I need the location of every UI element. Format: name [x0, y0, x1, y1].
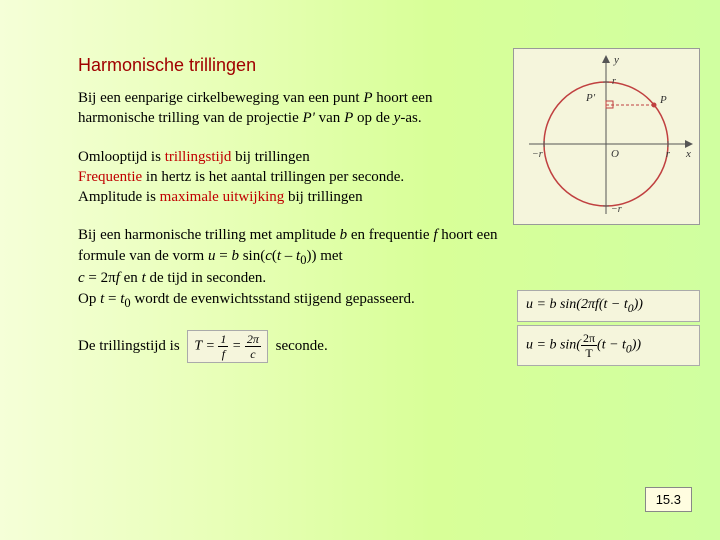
text: bij trillingen	[231, 149, 309, 165]
formula-box-2: u = b sin(2πT(t − t0))	[517, 325, 700, 366]
text: =	[533, 297, 549, 312]
text: wordt de evenwichtsstand stijgend gepass…	[131, 291, 415, 307]
tick-neg-r-left: −r	[532, 149, 543, 160]
P-prime-label: P'	[585, 92, 596, 104]
tick-neg-r-bottom: −r	[611, 204, 622, 215]
text: Op	[78, 291, 100, 307]
text: −	[606, 338, 622, 353]
text: Amplitude is	[78, 189, 160, 205]
term-max-uitwijking: maximale uitwijking	[160, 189, 285, 205]
text: en	[120, 270, 142, 286]
text: seconde.	[276, 337, 328, 353]
text: sin(	[556, 338, 581, 353]
origin-label: O	[611, 148, 619, 160]
text: in hertz is het aantal trillingen per se…	[142, 169, 404, 185]
text: ))	[634, 297, 643, 312]
text: )) met	[306, 248, 342, 264]
num: 1	[218, 333, 228, 347]
var-u: u	[526, 297, 533, 312]
text: -as.	[400, 110, 421, 126]
var-T: T	[194, 338, 202, 353]
den: T	[581, 346, 597, 359]
text: Bij een harmonische trilling met amplitu…	[78, 227, 340, 243]
term-frequentie: Frequentie	[78, 169, 142, 185]
text: sin(2π	[556, 297, 595, 312]
term-trillingstijd: trillingstijd	[165, 149, 232, 165]
var-b: b	[231, 248, 239, 264]
text: en frequentie	[347, 227, 433, 243]
page-number: 15.3	[645, 487, 692, 512]
text: Bij een eenparige cirkelbeweging van een…	[78, 90, 363, 106]
text: De trillingstijd is	[78, 337, 180, 353]
text: =	[202, 338, 218, 353]
text: ))	[632, 338, 641, 353]
den: c	[245, 347, 261, 360]
paragraph-4: De trillingstijd is T = 1f = 2πc seconde…	[78, 330, 498, 363]
text: =	[215, 248, 231, 264]
text: Omlooptijd is	[78, 149, 165, 165]
var-b: b	[340, 227, 348, 243]
den: f	[218, 347, 228, 360]
text: van	[315, 110, 344, 126]
circle-diagram: y x P P' O r −r r −r	[513, 48, 700, 225]
text: bij trillingen	[284, 189, 362, 205]
text: de tijd in seconden.	[146, 270, 266, 286]
num: 2π	[581, 332, 597, 346]
paragraph-3: Bij een harmonische trilling met amplitu…	[78, 225, 498, 311]
x-axis-label: x	[685, 148, 691, 160]
text: –	[281, 248, 296, 264]
paragraph-1: Bij een eenparige cirkelbeweging van een…	[78, 88, 498, 129]
formula-period: T = 1f = 2πc	[187, 330, 267, 363]
P-label: P	[659, 94, 667, 106]
var-u: u	[526, 338, 533, 353]
var-c: c	[78, 270, 85, 286]
tick-r-right: r	[666, 149, 670, 160]
text: =	[228, 338, 244, 353]
y-axis-label: y	[613, 54, 619, 66]
text: sin(	[239, 248, 265, 264]
text: = 2π	[85, 270, 116, 286]
var-c: c	[265, 248, 272, 264]
text: op de	[353, 110, 393, 126]
paragraph-2: Omlooptijd is trillingstijd bij trilling…	[78, 147, 498, 208]
var-P: P	[344, 110, 353, 126]
text: −	[607, 297, 623, 312]
tick-r-top: r	[612, 76, 616, 87]
num: 2π	[245, 333, 261, 347]
formula-box-1: u = b sin(2πf(t − t0))	[517, 290, 700, 322]
text: =	[104, 291, 120, 307]
text: =	[533, 338, 549, 353]
var-P-prime: P'	[303, 110, 315, 126]
